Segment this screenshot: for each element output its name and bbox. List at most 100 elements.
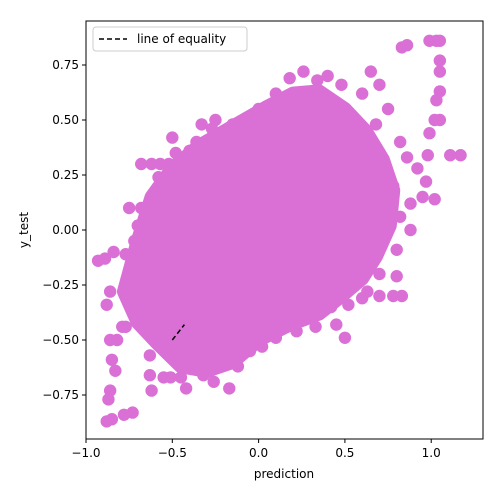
scatter-point (226, 118, 239, 131)
scatter-point (166, 131, 179, 144)
scatter-point (100, 298, 113, 311)
y-tick-label: −0.75 (42, 388, 79, 402)
scatter-point (419, 175, 433, 188)
scatter-point (411, 162, 424, 175)
scatter-point (126, 406, 139, 419)
scatter-point (395, 41, 409, 54)
scatter-point (404, 223, 417, 237)
scatter-point (318, 91, 331, 105)
scatter-point (197, 369, 210, 382)
x-tick-label: −1.0 (71, 446, 100, 460)
x-tick-label: 1.0 (422, 446, 441, 460)
scatter-point (109, 364, 122, 377)
scatter-point (347, 113, 360, 127)
scatter-point (162, 157, 176, 171)
scatter-point (103, 384, 117, 397)
x-tick-label: 0.0 (249, 446, 268, 460)
scatter-point (191, 316, 205, 329)
scatter-point (119, 248, 132, 261)
scatter-point (169, 146, 182, 160)
scatter-point (162, 307, 176, 320)
legend-label: line of equality (137, 32, 226, 46)
scatter-point (135, 201, 148, 215)
y-tick-label: 0.00 (52, 223, 79, 237)
scatter-point (324, 300, 338, 314)
scatter-point (433, 34, 447, 47)
scatter-points (91, 34, 467, 428)
scatter-point (423, 127, 436, 140)
scatter-point (145, 157, 158, 171)
scatter-point (364, 65, 378, 78)
scatter-point (283, 72, 296, 85)
scatter-point (278, 307, 291, 320)
scatter-point (373, 289, 386, 303)
scatter-point (364, 234, 378, 248)
scatter-point (183, 307, 196, 320)
scatter-point (255, 340, 269, 353)
scatter-point (105, 413, 119, 426)
scatter-point (152, 171, 165, 184)
scatter-point (223, 382, 236, 395)
scatter-point (217, 351, 231, 364)
scatter-point (369, 118, 383, 131)
scatter-point (347, 272, 360, 285)
scatter-point (400, 151, 414, 164)
scatter-point (269, 87, 283, 100)
scatter-point (169, 333, 182, 347)
scatter-point (238, 113, 251, 127)
scatter-point (103, 285, 117, 298)
scatter-point (428, 193, 441, 206)
scatter-point (433, 113, 447, 127)
scatter-point (355, 124, 369, 138)
scatter-point (309, 320, 322, 333)
scatter-point (140, 318, 153, 331)
scatter-point (416, 190, 429, 204)
scatter-point (261, 316, 274, 329)
scatter-point (154, 157, 167, 171)
scatter-point (128, 234, 141, 248)
scatter-point (312, 289, 326, 303)
scatter-point (190, 135, 203, 149)
scatter-point (359, 263, 372, 276)
scatter-point (207, 375, 220, 388)
y-tick-label: 0.75 (52, 58, 79, 72)
scatter-point (390, 243, 403, 256)
scatter-point (390, 270, 403, 283)
scatter-point (195, 118, 208, 131)
scatter-point (297, 65, 310, 78)
scatter-point (209, 113, 222, 127)
scatter-point (145, 384, 158, 397)
legend: line of equality (92, 26, 248, 52)
scatter-point (433, 54, 447, 67)
scatter-point (107, 245, 120, 259)
scatter-point (98, 252, 112, 265)
scatter-point (393, 210, 407, 223)
y-tick-label: −0.50 (42, 333, 79, 347)
scatter-point (376, 157, 390, 171)
scatter-point (122, 201, 136, 215)
scatter-point (355, 250, 369, 263)
scatter-point (110, 333, 124, 347)
scatter-point (421, 149, 434, 162)
x-tick-label: 0.5 (335, 446, 354, 460)
scatter-point (433, 85, 447, 98)
scatter-point (433, 65, 447, 78)
y-axis-label: y_test (17, 212, 31, 248)
scatter-point (204, 355, 217, 369)
y-tick-label: 0.25 (52, 168, 79, 182)
scatter-point (200, 322, 214, 336)
scatter-point (295, 311, 308, 325)
scatter-point (355, 87, 369, 100)
scatter-point (330, 102, 343, 116)
scatter-point (361, 285, 374, 298)
scatter-point (373, 78, 386, 92)
equality-line (171, 324, 185, 341)
scatter-point (364, 146, 378, 160)
scatter-point (381, 102, 395, 116)
scatter-point (152, 296, 165, 309)
y-tick-label: 0.50 (52, 113, 79, 127)
scatter-point (252, 102, 265, 116)
scatter-point (183, 144, 196, 157)
scatter-point (404, 197, 417, 210)
scatter-point (143, 349, 157, 362)
